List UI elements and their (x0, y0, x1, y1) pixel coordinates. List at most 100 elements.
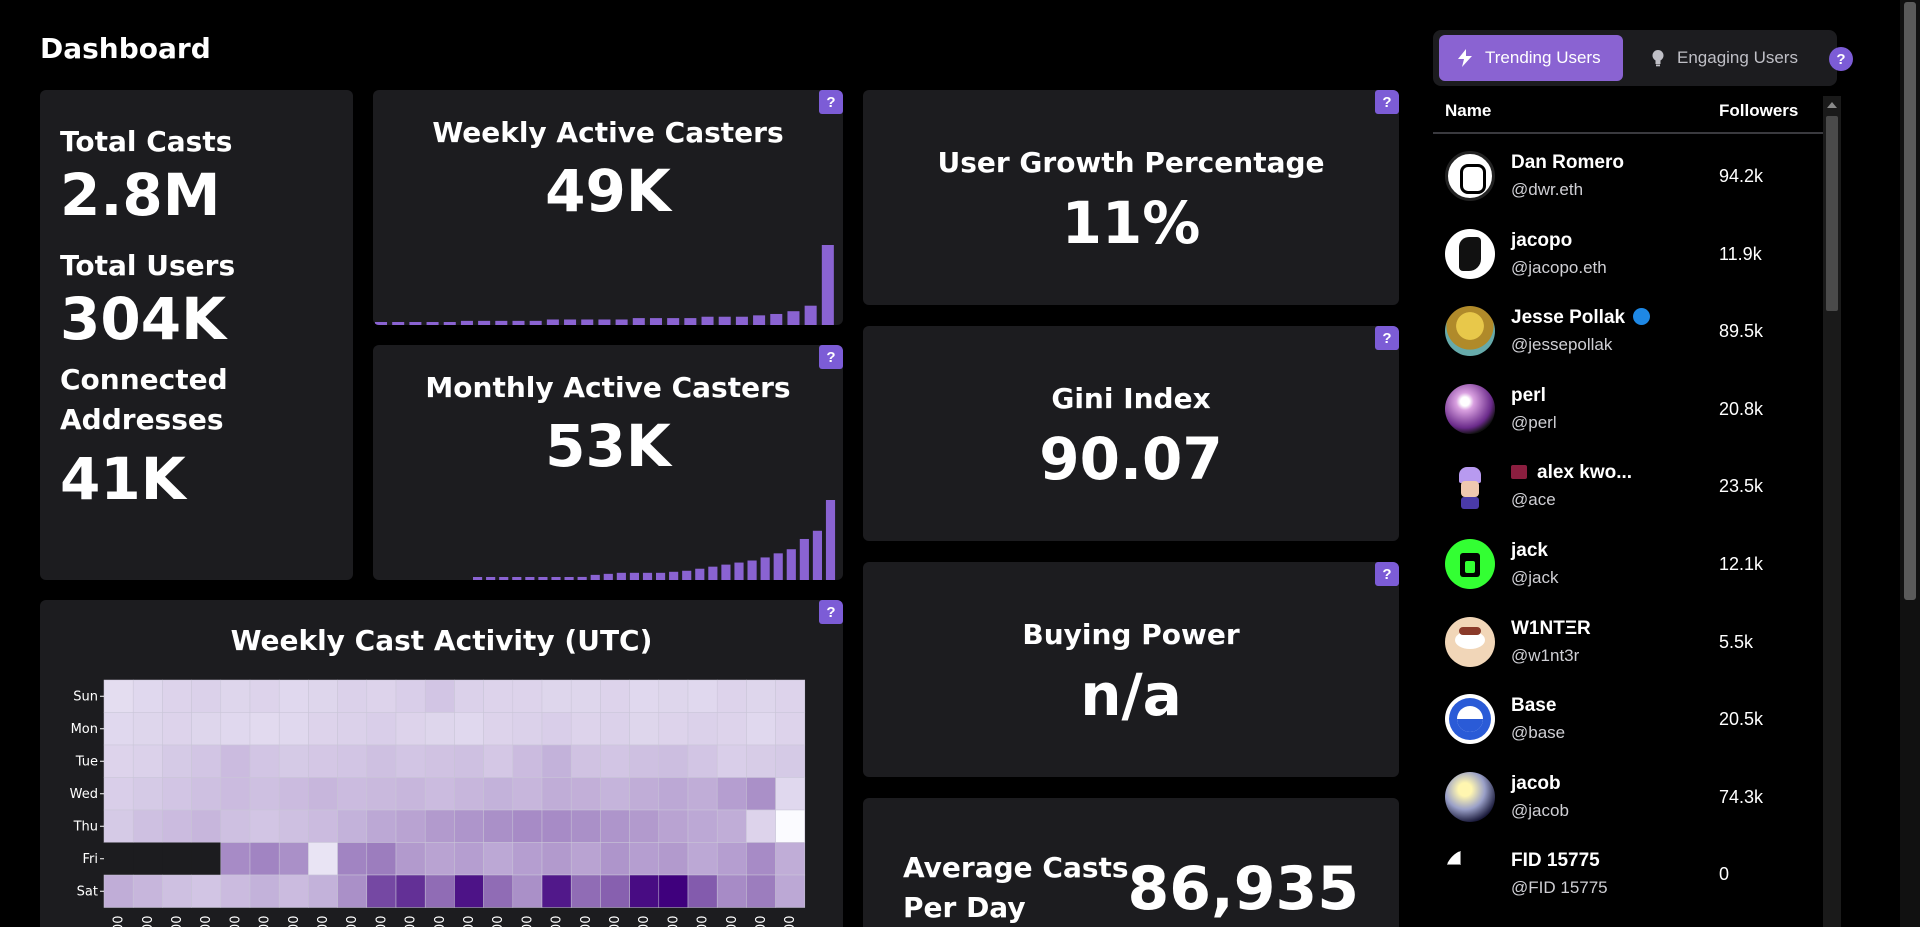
avatar[interactable] (1445, 151, 1495, 201)
heatmap-cell[interactable] (366, 809, 397, 843)
avatar[interactable] (1445, 228, 1495, 279)
heatmap-cell[interactable] (103, 679, 134, 713)
heatmap-cell[interactable] (366, 842, 397, 876)
heatmap-cell[interactable] (424, 712, 455, 746)
heatmap-cell[interactable] (220, 874, 251, 908)
heatmap-cell[interactable] (103, 809, 134, 843)
avatar[interactable] (1445, 849, 1495, 900)
heatmap-cell[interactable] (570, 874, 601, 908)
heatmap-cell[interactable] (191, 842, 221, 876)
heatmap-cell[interactable] (629, 842, 660, 876)
heatmap-cell[interactable] (775, 679, 806, 713)
heatmap-cell[interactable] (570, 777, 601, 811)
avatar[interactable] (1445, 461, 1495, 512)
heatmap-cell[interactable] (454, 874, 484, 908)
user-name[interactable]: jacopo (1511, 229, 1573, 251)
users-table-scroll-thumb[interactable] (1826, 116, 1838, 311)
heatmap-cell[interactable] (629, 712, 660, 746)
heatmap-cell[interactable] (746, 777, 776, 811)
heatmap-cell[interactable] (395, 712, 426, 746)
heatmap-cell[interactable] (746, 712, 776, 746)
heatmap-cell[interactable] (483, 874, 514, 908)
heatmap-cell[interactable] (687, 777, 718, 811)
heatmap-cell[interactable] (570, 744, 601, 778)
heatmap-cell[interactable] (103, 744, 134, 778)
heatmap-cell[interactable] (512, 712, 543, 746)
heatmap-cell[interactable] (220, 679, 251, 713)
heatmap-cell[interactable] (366, 874, 397, 908)
heatmap-cell[interactable] (658, 679, 689, 713)
user-growth-help-button[interactable]: ? (1375, 90, 1399, 114)
heatmap-cell[interactable] (103, 874, 134, 908)
heatmap-cell[interactable] (716, 679, 747, 713)
monthly-help-button[interactable]: ? (819, 345, 843, 369)
heatmap-cell[interactable] (629, 777, 660, 811)
user-name[interactable]: jacob (1511, 772, 1561, 794)
heatmap-cell[interactable] (395, 777, 426, 811)
heatmap-cell[interactable] (278, 679, 309, 713)
heatmap-cell[interactable] (600, 842, 630, 876)
heatmap-cell[interactable] (132, 744, 163, 778)
heatmap-help-button[interactable]: ? (819, 600, 843, 624)
heatmap-cell[interactable] (775, 744, 806, 778)
heatmap-cell[interactable] (629, 874, 660, 908)
table-row[interactable]: Jesse Pollak @jessepollak 89.5k (1433, 293, 1823, 371)
heatmap-cell[interactable] (191, 679, 222, 713)
heatmap-cell[interactable] (132, 679, 163, 713)
users-panel-help-button[interactable]: ? (1829, 47, 1853, 71)
heatmap-cell[interactable] (162, 744, 192, 778)
heatmap-cell[interactable] (308, 809, 338, 843)
heatmap-cell[interactable] (658, 809, 689, 843)
heatmap-cell[interactable] (278, 744, 309, 778)
table-row[interactable]: jacob @jacob 74.3k (1433, 759, 1823, 837)
heatmap-cell[interactable] (104, 842, 134, 876)
heatmap-cell[interactable] (629, 744, 660, 778)
heatmap-cell[interactable] (512, 679, 543, 713)
heatmap-cell[interactable] (308, 744, 338, 778)
heatmap-cell[interactable] (424, 777, 455, 811)
heatmap-cell[interactable] (191, 744, 222, 778)
heatmap-cell[interactable] (658, 744, 689, 778)
heatmap-cell[interactable] (600, 874, 630, 908)
heatmap-cell[interactable] (191, 777, 222, 811)
heatmap-cell[interactable] (162, 712, 192, 746)
heatmap-cell[interactable] (687, 712, 718, 746)
heatmap-cell[interactable] (716, 777, 747, 811)
heatmap-cell[interactable] (600, 712, 630, 746)
heatmap-cell[interactable] (541, 744, 572, 778)
heatmap-cell[interactable] (600, 809, 630, 843)
heatmap-cell[interactable] (395, 809, 426, 843)
heatmap-cell[interactable] (570, 679, 601, 713)
heatmap-cell[interactable] (103, 777, 134, 811)
heatmap-cell[interactable] (629, 809, 660, 843)
heatmap-cell[interactable] (249, 744, 280, 778)
heatmap-cell[interactable] (483, 679, 514, 713)
heatmap-cell[interactable] (658, 777, 689, 811)
heatmap-cell[interactable] (687, 809, 718, 843)
heatmap-cell[interactable] (454, 809, 484, 843)
heatmap-cell[interactable] (220, 842, 251, 876)
heatmap-cell[interactable] (366, 744, 397, 778)
heatmap-cell[interactable] (278, 712, 309, 746)
user-name[interactable]: W1NTΞR (1511, 617, 1591, 639)
heatmap-cell[interactable] (541, 842, 572, 876)
page-scrollbar[interactable] (1900, 0, 1920, 927)
table-row[interactable]: alex kwo... @ace 23.5k (1433, 448, 1823, 526)
heatmap-cell[interactable] (454, 842, 484, 876)
heatmap-cell[interactable] (775, 874, 806, 908)
heatmap-cell[interactable] (687, 679, 718, 713)
heatmap-cell[interactable] (658, 874, 689, 908)
heatmap-cell[interactable] (162, 809, 192, 843)
heatmap-cell[interactable] (278, 809, 309, 843)
heatmap-cell[interactable] (220, 744, 251, 778)
avatar[interactable] (1445, 771, 1495, 822)
heatmap-cell[interactable] (687, 842, 718, 876)
table-row[interactable]: Dan Romero @dwr.eth 94.2k (1433, 138, 1823, 216)
heatmap-cell[interactable] (541, 874, 572, 908)
heatmap-cell[interactable] (220, 712, 251, 746)
user-name[interactable]: Base (1511, 695, 1557, 717)
heatmap-cell[interactable] (512, 777, 543, 811)
avatar[interactable] (1445, 694, 1495, 745)
avatar[interactable] (1445, 306, 1495, 357)
heatmap-cell[interactable] (775, 809, 806, 843)
